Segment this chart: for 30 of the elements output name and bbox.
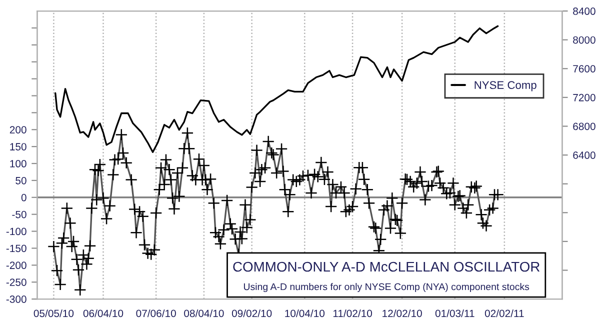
- y-tick-label: 200: [10, 126, 26, 134]
- y-tick-label: -50: [12, 210, 26, 218]
- x-tick-label: 09/02/10: [232, 309, 272, 318]
- y2-tick-label: 8400: [573, 8, 596, 15]
- y-tick-label: 0: [21, 194, 26, 202]
- text: Using A-D numbers for only NYSE Comp (NYA) component stocks: [244, 283, 530, 292]
- legend-label: NYSE Comp: [474, 81, 536, 92]
- x-tick-label: 12/02/10: [382, 309, 422, 318]
- x-tick-label: 08/04/10: [184, 309, 224, 318]
- y-tick-label: -300: [6, 296, 26, 303]
- x-tick-label: 07/06/10: [136, 309, 176, 318]
- x-tick-label: 05/05/10: [34, 309, 74, 318]
- y-tick-label: 150: [10, 143, 26, 150]
- x-tick-label: 01/03/11: [435, 309, 474, 318]
- y-tick-label: 50: [16, 176, 26, 184]
- text: COMMON-ONLY A-D McCLELLAN OSCILLATOR: [233, 262, 540, 272]
- x-tick-label: 02/02/11: [484, 309, 524, 318]
- x-tick-label: 10/04/10: [285, 309, 325, 318]
- y-tick-label: -200: [6, 262, 26, 270]
- x-tick-label: 06/04/10: [83, 309, 124, 318]
- y-tick-label: 100: [10, 160, 26, 168]
- y2-tick-label: 6400: [573, 152, 596, 159]
- y2-tick-label: 6800: [573, 122, 596, 130]
- y2-tick-label: 8000: [573, 36, 596, 44]
- y2-tick-label: 7200: [573, 94, 596, 102]
- y-tick-label: -250: [6, 278, 26, 286]
- y2-tick-label: 7600: [573, 65, 596, 72]
- y-tick-label: -150: [6, 244, 26, 252]
- y-tick-label: -100: [6, 228, 26, 236]
- x-tick-label: 11/02/10: [333, 309, 372, 318]
